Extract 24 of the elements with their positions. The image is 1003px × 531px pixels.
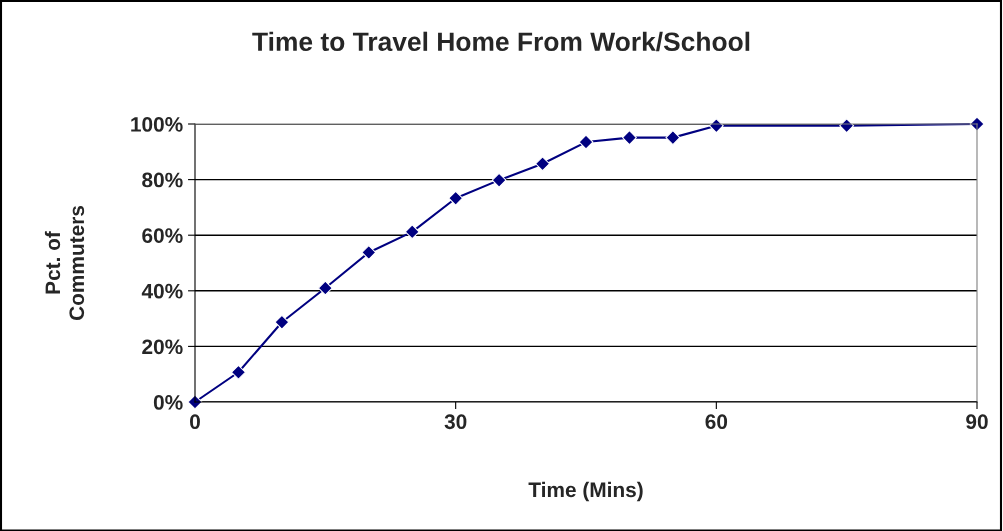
- y-tick-label: 60%: [142, 228, 183, 243]
- point: [274, 314, 290, 330]
- chart-title: Time to Travel Home From Work/School: [252, 31, 750, 52]
- point: [491, 172, 507, 188]
- y-tick-label: 40%: [141, 283, 183, 299]
- x-tick-label: 30: [444, 414, 467, 430]
- point: [231, 364, 246, 380]
- y-tick-label: 20%: [142, 339, 183, 355]
- x-axis-title: Time (Mins): [528, 481, 643, 502]
- x-tick-label: 90: [966, 414, 988, 430]
- y-tick-label: 80%: [142, 172, 183, 188]
- point: [404, 224, 420, 240]
- point: [448, 190, 464, 206]
- point: [317, 280, 333, 296]
- y-tick-label: 100%: [131, 117, 183, 132]
- point: [535, 156, 550, 172]
- x-tick-label: 60: [705, 414, 728, 430]
- y-axis-title: Pct. of Commuters: [44, 205, 85, 321]
- x-tick-label: 0: [190, 414, 200, 430]
- point: [578, 134, 594, 150]
- point: [622, 130, 637, 146]
- point: [665, 130, 681, 146]
- point: [361, 245, 377, 260]
- y-tick-label: 0%: [153, 395, 183, 410]
